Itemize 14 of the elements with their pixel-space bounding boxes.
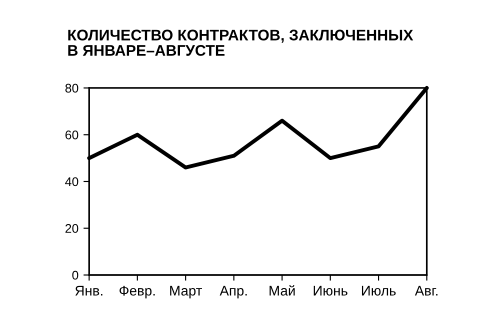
x-tick-label: Июль bbox=[362, 286, 396, 296]
x-tick-label: Авг. bbox=[414, 286, 438, 296]
x-tick-label: Май bbox=[270, 285, 295, 296]
x-tick-label: Июнь bbox=[314, 286, 348, 296]
y-tick-label: 80 bbox=[65, 84, 78, 93]
x-tick-label: Февр. bbox=[120, 286, 155, 298]
y-tick-label: 40 bbox=[65, 177, 78, 186]
x-tick-label: Апр. bbox=[220, 286, 247, 298]
y-tick-label: 60 bbox=[65, 130, 78, 140]
x-tick-label: Янв. bbox=[75, 286, 102, 296]
x-tick-label: Март bbox=[170, 286, 202, 298]
y-tick-label: 0 bbox=[72, 270, 78, 280]
y-tick-label: 20 bbox=[65, 224, 78, 233]
chart-title: КОЛИЧЕСТВО КОНТРАКТОВ, ЗАКЛЮЧЕННЫХ В ЯНВАРЕ–АВГУСТЕ bbox=[68, 30, 414, 56]
